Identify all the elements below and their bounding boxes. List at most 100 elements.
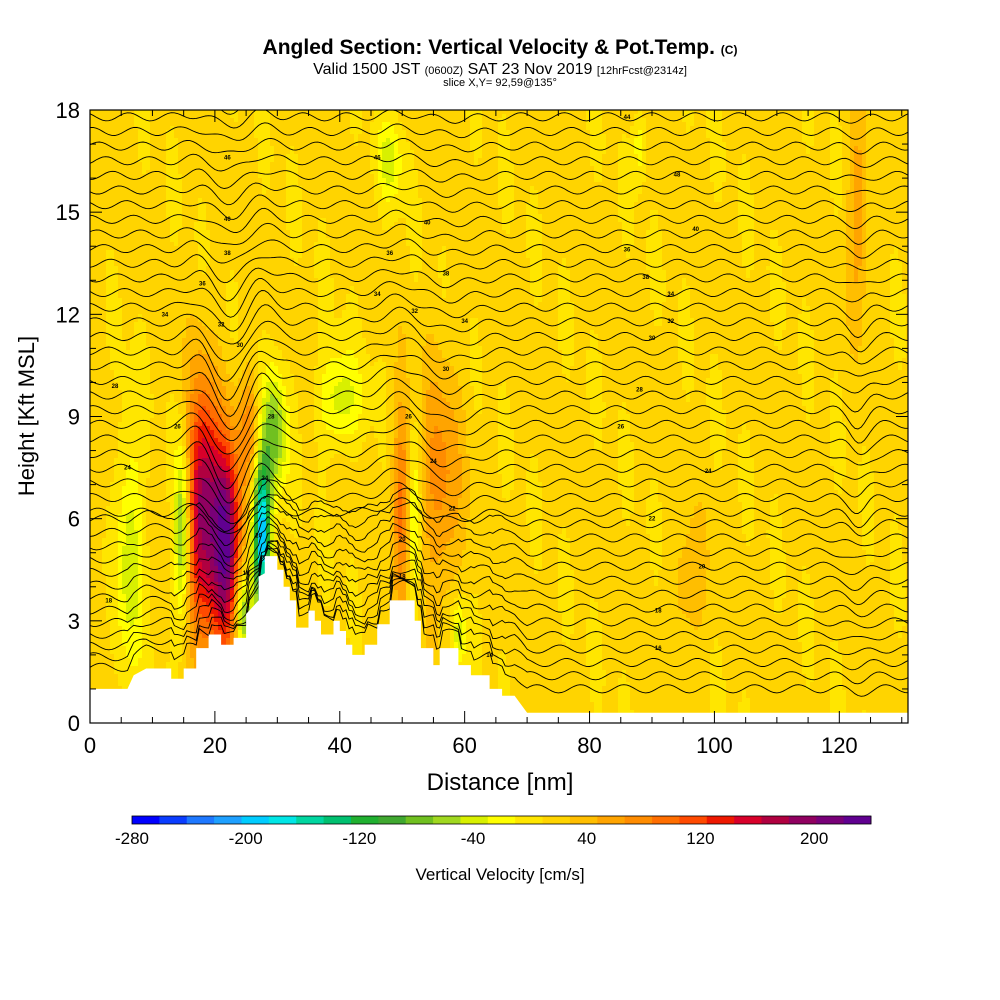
velocity-cell (378, 118, 383, 123)
velocity-cell (386, 118, 391, 123)
velocity-cell (846, 118, 851, 123)
velocity-cell (842, 126, 847, 131)
velocity-cell (330, 110, 335, 115)
velocity-cell (562, 110, 567, 115)
velocity-cell (894, 114, 899, 119)
velocity-cell (642, 118, 647, 123)
velocity-cell (270, 118, 275, 123)
velocity-cell (238, 114, 243, 119)
velocity-cell (610, 122, 615, 127)
velocity-cell (206, 122, 211, 127)
velocity-cell (182, 110, 187, 115)
velocity-cell (306, 122, 311, 127)
velocity-cell (422, 110, 427, 115)
velocity-cell (742, 126, 747, 131)
velocity-cell (214, 126, 219, 131)
velocity-cell (246, 126, 251, 131)
velocity-cell (346, 130, 351, 135)
velocity-cell (894, 126, 899, 131)
velocity-cell (878, 110, 883, 115)
velocity-cell (502, 114, 507, 119)
velocity-cell (466, 126, 471, 131)
velocity-cell (782, 118, 787, 123)
velocity-cell (290, 126, 295, 131)
velocity-cell (198, 110, 203, 115)
velocity-cell (174, 122, 179, 127)
velocity-cell (546, 114, 551, 119)
velocity-cell (754, 122, 759, 127)
velocity-cell (274, 130, 279, 135)
velocity-cell (266, 126, 271, 131)
velocity-cell (878, 122, 883, 127)
velocity-cell (90, 130, 95, 135)
velocity-cell (630, 114, 635, 119)
velocity-cell (522, 114, 527, 119)
velocity-cell (614, 130, 619, 135)
velocity-cell (802, 110, 807, 115)
velocity-cell (426, 134, 431, 139)
velocity-cell (90, 134, 95, 139)
velocity-cell (394, 130, 399, 135)
velocity-cell (502, 122, 507, 127)
velocity-cell (706, 110, 711, 115)
velocity-cell (526, 126, 531, 131)
velocity-cell (402, 130, 407, 135)
velocity-cell (574, 110, 579, 115)
velocity-cell (862, 122, 867, 127)
velocity-cell (194, 126, 199, 131)
velocity-cell (634, 130, 639, 135)
velocity-cell (434, 122, 439, 127)
velocity-cell (538, 122, 543, 127)
velocity-cell (570, 130, 575, 135)
velocity-cell (266, 114, 271, 119)
velocity-cell (390, 114, 395, 119)
velocity-cell (330, 134, 335, 139)
velocity-cell (470, 110, 475, 115)
velocity-cell (462, 122, 467, 127)
velocity-cell (898, 126, 903, 131)
velocity-cell (134, 126, 139, 131)
velocity-cell (442, 110, 447, 115)
velocity-cell (106, 110, 111, 115)
velocity-cell (126, 118, 131, 123)
velocity-cell (762, 122, 767, 127)
velocity-cell (782, 130, 787, 135)
velocity-cell (262, 130, 267, 135)
velocity-cell (738, 110, 743, 115)
velocity-cell (170, 134, 175, 139)
velocity-cell (506, 110, 511, 115)
velocity-cell (682, 122, 687, 127)
velocity-cell (830, 122, 835, 127)
velocity-cell (886, 126, 891, 131)
velocity-cell (154, 110, 159, 115)
velocity-cell (318, 114, 323, 119)
velocity-cell (570, 126, 575, 131)
velocity-cell (354, 122, 359, 127)
velocity-cell (802, 118, 807, 123)
velocity-cell (638, 118, 643, 123)
velocity-cell (794, 122, 799, 127)
velocity-cell (658, 122, 663, 127)
velocity-cell (246, 122, 251, 127)
velocity-cell (542, 122, 547, 127)
velocity-cell (238, 118, 243, 123)
velocity-cell (470, 126, 475, 131)
velocity-cell (602, 118, 607, 123)
velocity-cell (258, 114, 263, 119)
velocity-cell (678, 126, 683, 131)
velocity-cell (790, 118, 795, 123)
velocity-cell (602, 122, 607, 127)
velocity-cell (802, 114, 807, 119)
velocity-cell (182, 130, 187, 135)
velocity-cell (302, 122, 307, 127)
velocity-cell (174, 118, 179, 123)
velocity-cell (170, 122, 175, 127)
velocity-cell (202, 118, 207, 123)
velocity-cell (534, 110, 539, 115)
velocity-cell (366, 126, 371, 131)
velocity-cell (606, 118, 611, 123)
velocity-cell (586, 126, 591, 131)
velocity-cell (618, 122, 623, 127)
velocity-cell (294, 122, 299, 127)
velocity-cell (454, 114, 459, 119)
